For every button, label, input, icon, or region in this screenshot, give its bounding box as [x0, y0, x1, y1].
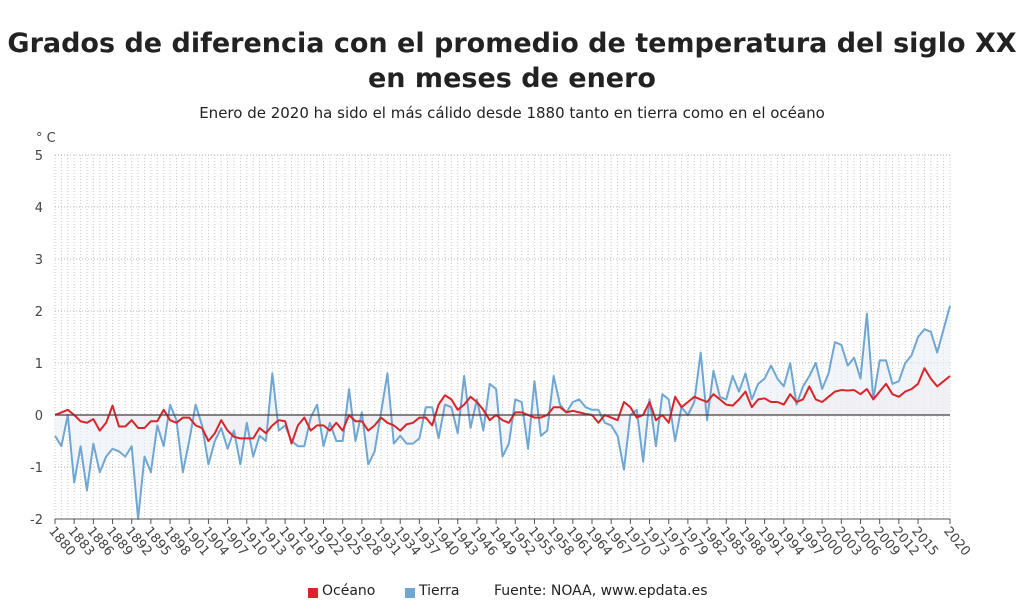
chart-subtitle: Enero de 2020 ha sido el más cálido desd… [199, 104, 825, 122]
legend-label: Tierra [418, 583, 459, 599]
y-tick-label: -2 [30, 513, 43, 528]
y-tick-label: 1 [35, 357, 43, 372]
legend: Océano Tierra [308, 583, 459, 599]
y-tick-label: 2 [35, 305, 43, 320]
legend-label: Océano [322, 583, 375, 599]
y-tick-label: -1 [30, 461, 43, 476]
chart-title: en meses de enero [368, 63, 656, 94]
y-axis-label: ° C [36, 131, 56, 146]
grid [54, 154, 951, 520]
y-tick-label: 0 [35, 409, 43, 424]
axes: -2-1012345188018831886188918921895189819… [30, 149, 973, 559]
legend-swatch [308, 588, 318, 598]
chart-title: Grados de diferencia con el promedio de … [7, 28, 1016, 59]
areas [55, 305, 950, 519]
x-tick-label: 2020 [940, 524, 973, 559]
series-line [54, 367, 951, 445]
y-tick-label: 3 [35, 253, 43, 268]
lines [54, 305, 951, 520]
y-tick-label: 4 [35, 201, 43, 216]
area-fill [55, 305, 950, 519]
source: Fuente: NOAA, www.epdata.es [494, 583, 708, 599]
legend-swatch [405, 588, 415, 598]
y-tick-label: 5 [35, 149, 43, 164]
series-line [54, 305, 951, 520]
